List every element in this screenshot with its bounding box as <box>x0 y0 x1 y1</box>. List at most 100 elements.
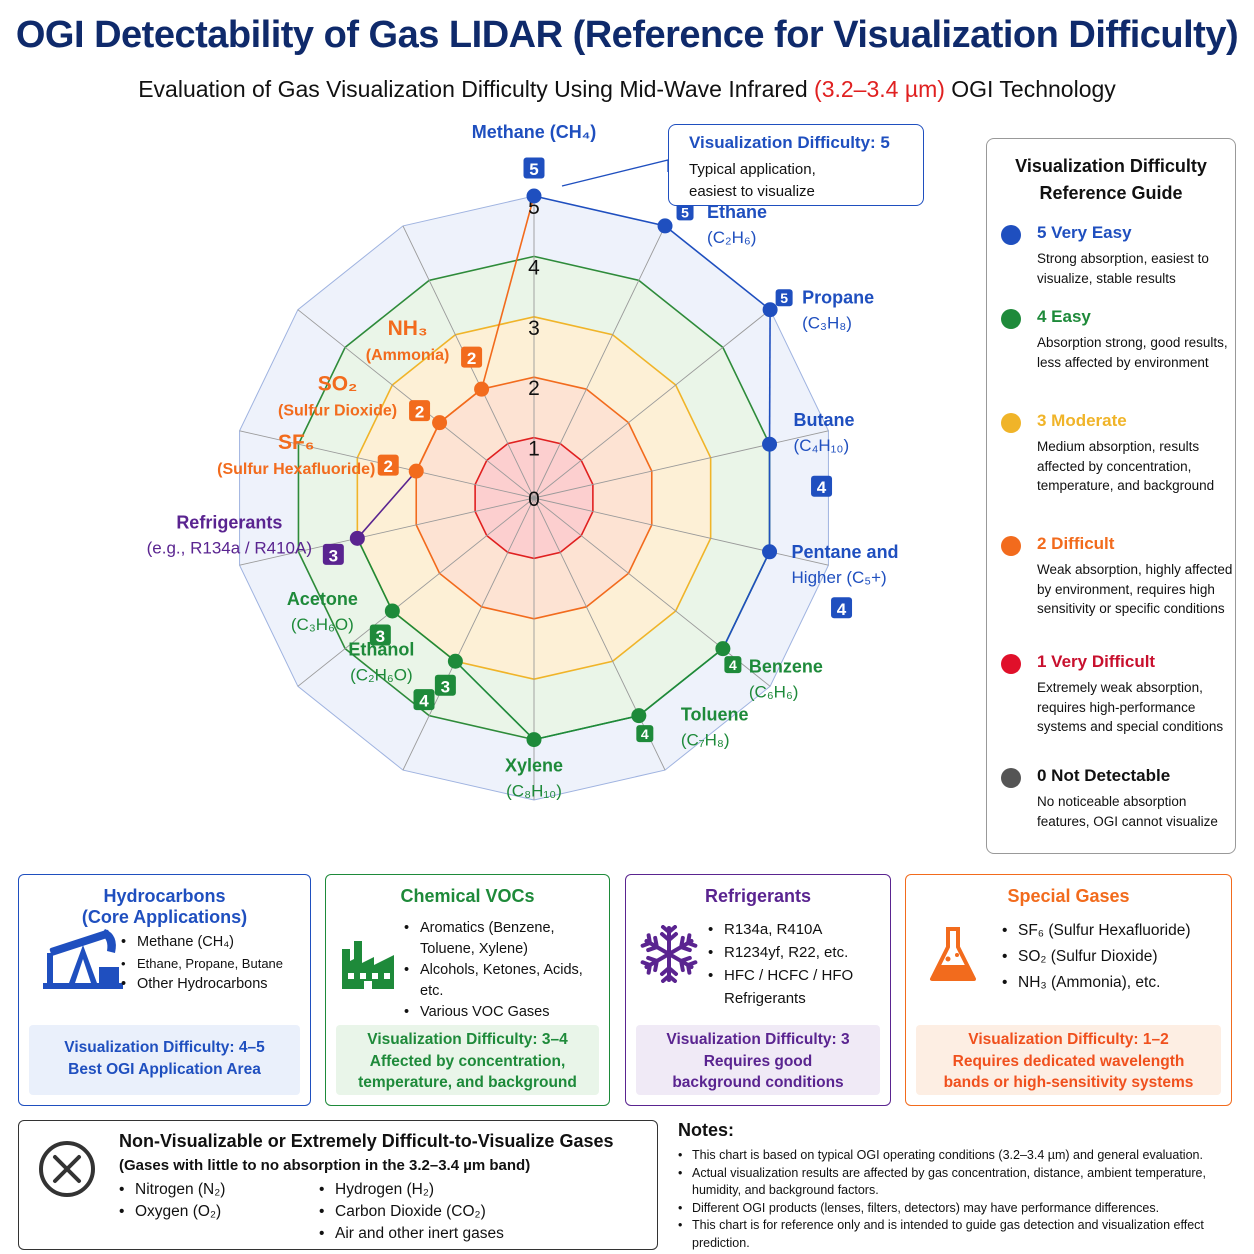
series-line-segment <box>356 537 394 612</box>
legend-desc: Extremely weak absorption, requires high… <box>1037 680 1224 734</box>
radar-tick-label: 4 <box>528 256 540 279</box>
radar-spoke <box>533 497 666 771</box>
legend-label: 5 Very Easy <box>1037 223 1132 242</box>
footer-line-2: Best OGI Application Area <box>68 1060 261 1078</box>
legend-title-line-1: Visualization Difficulty <box>1015 156 1207 176</box>
value-badge <box>369 624 391 646</box>
list-item: Alcohols, Ketones, Acids, etc. <box>404 960 604 1002</box>
category-list: R134a, R410A R1234yf, R22, etc. HFC / HC… <box>708 918 883 1010</box>
series-line-segment <box>480 195 535 390</box>
list-item: Carbon Dioxide (CO₂) <box>319 1203 504 1221</box>
legend-desc: Medium absorption, results affected by c… <box>1037 439 1215 493</box>
radar-spoke <box>297 497 535 687</box>
axis-label: Ethane <box>707 202 767 222</box>
pump-jack-icon <box>43 929 123 989</box>
axis-label: Methane (CH₄) <box>472 122 597 142</box>
axis-label: Butane <box>794 410 855 430</box>
axis-label-sub: (C₄H₁₀) <box>794 436 850 455</box>
value-badge-label: 5 <box>529 160 538 179</box>
value-badge-label: 3 <box>329 546 338 565</box>
category-footer: Visualization Difficulty: 3 Requires goo… <box>636 1025 880 1095</box>
value-badge <box>322 543 344 565</box>
legend-title-line-2: Reference Guide <box>1039 183 1183 203</box>
axis-label-sub: (C₆H₆) <box>749 683 799 702</box>
value-badge-label: 4 <box>837 600 847 619</box>
category-list: SF₆ (Sulfur Hexafluoride) SO₂ (Sulfur Di… <box>1002 918 1227 996</box>
value-badge-label: 4 <box>729 657 737 673</box>
footer-line-3: temperature, and background <box>358 1074 577 1091</box>
legend-label: 1 Very Difficult <box>1037 652 1156 671</box>
radar-spoke <box>533 497 829 566</box>
value-badge <box>724 656 742 674</box>
legend-title: Visualization Difficulty Reference Guide <box>987 153 1235 207</box>
data-point <box>762 544 778 560</box>
value-badge-label: 4 <box>641 726 649 742</box>
difficulty-callout: Visualization Difficulty: 5 Typical appl… <box>668 124 924 206</box>
callout-line-1: Typical application, <box>689 161 816 178</box>
note-item: This chart is for reference only and is … <box>678 1217 1248 1252</box>
category-title: Hydrocarbons <box>103 886 226 906</box>
page-title: OGI Detectability of Gas LIDAR (Referenc… <box>15 14 1239 56</box>
axis-label-sub: (e.g., R134a / R410A) <box>147 538 312 557</box>
radar-spoke <box>533 309 771 499</box>
callout-connector <box>561 159 669 187</box>
data-point <box>762 436 778 452</box>
legend-panel: Visualization Difficulty Reference Guide… <box>986 138 1236 854</box>
footer-line-3: background conditions <box>672 1074 844 1091</box>
data-point <box>408 463 424 479</box>
legend-dot-orange <box>1001 536 1021 556</box>
series-line-segment <box>415 422 441 472</box>
legend-label: 2 Difficult <box>1037 534 1115 553</box>
radar-spoke <box>533 497 771 687</box>
category-subtitle: (Core Applications) <box>81 907 248 927</box>
legend-dot-red <box>1001 654 1021 674</box>
axis-label: SO₂ <box>318 373 358 396</box>
list-item: Oxygen (O₂) <box>119 1203 225 1221</box>
series-line-segment <box>722 551 771 649</box>
legend-desc: Weak absorption, highly affected by envi… <box>1037 562 1233 616</box>
axis-label: Toluene <box>681 705 749 725</box>
axis-label: Ethanol <box>348 639 414 659</box>
footer-line-1: Visualization Difficulty: 4–5 <box>64 1039 265 1056</box>
footer-line-3: bands or high-sensitivity systems <box>943 1074 1194 1091</box>
series-line-segment <box>533 714 640 741</box>
axis-label-sub: Higher (C₅+) <box>792 568 887 587</box>
gas-list-left: Nitrogen (N₂) Oxygen (O₂) <box>119 1181 225 1225</box>
list-item: Air and other inert gases <box>319 1225 504 1243</box>
note-item: Different OGI products (lenses, filters,… <box>678 1200 1248 1218</box>
callout-heading: Visualization Difficulty: 5 <box>689 133 890 152</box>
category-special-gases: Special Gases SF₆ (Sulfur Hexafluoride) … <box>905 874 1232 1106</box>
value-badge <box>523 157 545 179</box>
value-badge-label: 2 <box>467 349 476 368</box>
axis-label-sub: (C₂H₆O) <box>350 665 413 684</box>
legend-dot-blue <box>1001 225 1021 245</box>
axis-label-sub: (C₇H₈) <box>681 731 730 750</box>
data-point <box>657 218 673 234</box>
radar-spoke <box>239 497 535 566</box>
radar-tick-label: 5 <box>528 196 540 219</box>
axis-label: Acetone <box>287 589 358 609</box>
callout-line-2: easiest to visualize <box>689 183 815 200</box>
category-footer: Visualization Difficulty: 1–2 Requires d… <box>916 1025 1221 1095</box>
series-line-segment <box>439 388 483 424</box>
notes-list: This chart is based on typical OGI opera… <box>678 1147 1248 1252</box>
footer-line-2: Affected by concentration, <box>369 1052 566 1070</box>
category-refrigerants: Refrigerants R134a, R410A R1234yf, R22, … <box>625 874 891 1106</box>
value-badge <box>831 597 853 619</box>
legend-label: 4 Easy <box>1037 307 1091 326</box>
data-point <box>715 641 731 657</box>
non-visualizable-subtitle: (Gases with little to no absorption in t… <box>119 1157 531 1174</box>
value-badge <box>413 689 435 711</box>
list-item: Ethane, Propane, Butane <box>121 953 283 974</box>
axis-label: SF₆ <box>278 431 314 454</box>
snowflake-icon <box>640 925 698 983</box>
list-item: Other Hydrocarbons <box>121 974 283 995</box>
list-item: R134a, R410A <box>708 918 883 941</box>
category-footer: Visualization Difficulty: 3–4 Affected b… <box>336 1025 599 1095</box>
data-point <box>631 708 647 724</box>
radar-spoke <box>533 430 829 499</box>
category-list: Methane (CH₄) Ethane, Propane, Butane Ot… <box>121 932 283 995</box>
legend-desc: Absorption strong, good results, less af… <box>1037 335 1228 370</box>
series-line-segment <box>454 660 535 741</box>
subtitle-band: (3.2–3.4 µm) <box>814 76 945 102</box>
